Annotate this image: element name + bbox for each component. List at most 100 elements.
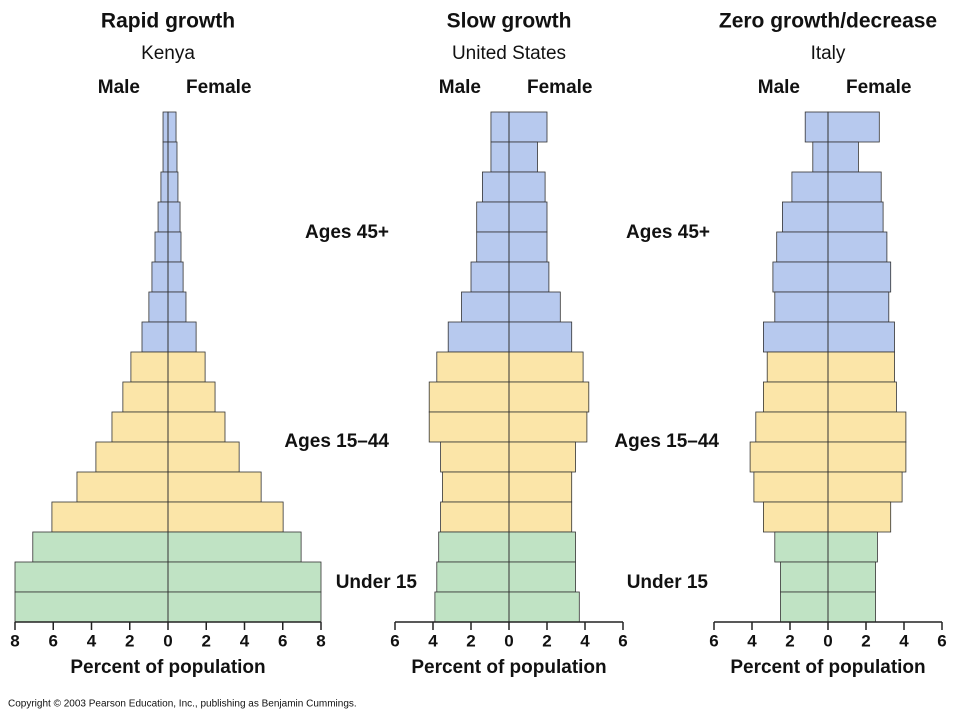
bar-female [167,351,206,383]
bar-female [167,111,177,143]
bar-female [827,111,880,143]
bar-male [14,561,169,593]
bar-female [167,471,262,503]
bar-male [76,471,169,503]
copyright: Copyright © 2003 Pearson Education, Inc.… [8,699,357,710]
x-tick-label: 4 [747,631,757,650]
x-tick-label: 6 [618,631,627,650]
chart-title: Zero growth/decrease [719,10,937,33]
x-tick-label: 2 [861,631,870,650]
bar-female [167,441,240,473]
bar-female [167,591,322,623]
age-group-label: Ages 15–44 [284,431,389,452]
bar-male [130,351,169,383]
bar-male [780,561,829,593]
bar-male [436,351,510,383]
bar-female [508,411,588,443]
bar-female [508,351,584,383]
bar-female [508,591,580,623]
bar-female [508,111,548,143]
chart-title: Slow growth [447,10,572,33]
bar-male [154,231,169,263]
legend-label: Male [98,77,140,98]
x-tick-label: 4 [240,631,250,650]
x-tick-label: 4 [580,631,590,650]
bar-male [782,201,829,233]
chart-title: Rapid growth [101,10,235,33]
legend-label: Female [846,77,911,98]
bar-male [804,111,829,143]
bar-male [428,411,510,443]
age-group-label: Ages 45+ [626,222,710,243]
bar-male [755,411,829,443]
x-tick-label: 0 [504,631,513,650]
bar-male [753,471,829,503]
bar-female [827,441,907,473]
x-axis-label: Percent of population [411,657,606,678]
bar-female [508,561,576,593]
bar-female [827,261,892,293]
bar-female [508,531,576,563]
bar-female [827,381,897,413]
bar-female [167,411,226,443]
bar-female [827,231,888,263]
bar-male [51,501,169,533]
chart-subtitle: Italy [811,43,846,64]
bar-male [470,261,510,293]
bar-female [508,441,576,473]
bar-male [776,231,829,263]
age-group-label: Under 15 [627,572,709,593]
bar-female [508,171,546,203]
bar-female [167,171,179,203]
bar-female [167,381,216,413]
x-tick-label: 6 [49,631,58,650]
bar-male [440,501,510,533]
bar-male [766,351,829,383]
bar-male [774,531,829,563]
bar-male [162,111,169,143]
bar-female [827,291,890,323]
legend-label: Female [186,77,251,98]
bar-male [148,291,169,323]
bar-female [508,291,561,323]
bar-male [95,441,169,473]
bar-female [827,321,895,353]
x-tick-label: 8 [10,631,19,650]
bar-male [32,531,169,563]
bar-male [14,591,169,623]
bar-female [167,531,302,563]
x-tick-label: 2 [785,631,794,650]
bar-male [438,531,510,563]
bar-female [827,141,859,173]
bar-female [167,201,181,233]
chart-subtitle: United States [452,43,566,64]
x-tick-label: 6 [390,631,399,650]
x-tick-label: 4 [87,631,97,650]
x-tick-label: 2 [542,631,551,650]
bar-female [167,231,182,263]
bar-female [508,471,573,503]
x-tick-label: 2 [202,631,211,650]
bar-female [827,201,884,233]
bar-female [508,381,590,413]
bar-male [772,261,829,293]
bar-female [827,591,876,623]
age-group-label: Ages 45+ [305,222,389,243]
x-tick-label: 4 [899,631,909,650]
bar-male [763,381,829,413]
x-axis-label: Percent of population [70,657,265,678]
bar-male [436,561,510,593]
legend-label: Male [758,77,800,98]
x-tick-label: 0 [163,631,172,650]
bar-female [827,561,876,593]
chart-subtitle: Kenya [141,43,195,64]
bar-female [508,321,573,353]
bar-female [827,351,895,383]
bar-male [476,201,510,233]
bar-male [440,441,510,473]
bar-male [434,591,510,623]
bar-male [763,321,829,353]
age-group-label: Under 15 [336,572,418,593]
bar-female [827,171,882,203]
legend-label: Male [439,77,481,98]
